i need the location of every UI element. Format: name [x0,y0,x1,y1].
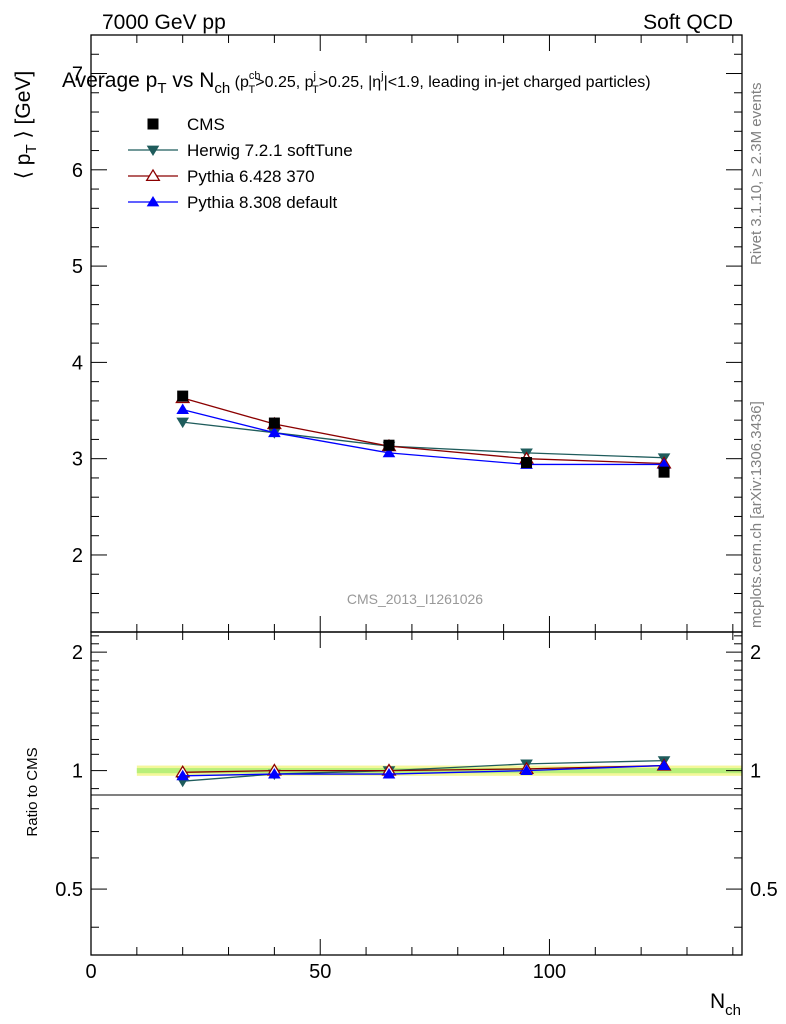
ratio-point-pythia-8-308-default [520,764,533,776]
legend: CMS Herwig 7.2.1 softTune Pythia 6.428 370… [128,115,353,212]
legend-marker-pythia-6-428-370 [145,168,161,182]
ratio-y-tick-label-left: 0.5 [55,879,83,901]
ratio-y-tick-label-right: 1 [750,761,761,783]
main-point-pythia-8-308-default [176,403,190,414]
rivet-label: Rivet 3.1.10, ≥ 2.3M events [748,83,765,266]
ratio-y-tick-label-left: 1 [72,761,83,783]
ratio-y-ticks: 0.5 0.5 1 1 2 2 [55,635,778,928]
legend-marker-cms [147,118,159,130]
chart-title: Average pT vs Nch (pch T>0.25, pj T>0.25, … [62,69,651,97]
main-plot-area: 2 3 4 5 6 7 [72,34,743,633]
main-y-tick-label: 7 [72,64,83,86]
x-tick-labels: 0 50 100 [85,961,566,983]
legend-marker-pythia-8-308-default [146,195,160,207]
ratio-point-pythia-8-308-default [268,768,281,779]
main-point-cms [177,390,189,402]
x-tick-label: 50 [309,961,331,983]
legend-label-pythia-8-308-default: Pythia 8.308 default [187,193,338,212]
ratio-series [175,756,672,788]
main-y-tick-label: 4 [72,352,83,374]
main-y-ticks: 2 3 4 5 6 7 [72,34,742,633]
main-y-tick-label: 3 [72,449,83,471]
mcplots-label: mcplots.cern.ch [arXiv:1306.3436] [748,401,765,628]
main-point-pythia-8-308-default [382,446,396,458]
ratio-point-pythia-8-308-default [176,769,190,781]
main-point-cms [658,466,670,478]
main-point-cms [521,457,533,469]
ratio-y-tick-label-right: 2 [750,642,761,664]
ratio-uncertainty-band [136,765,742,776]
ratio-y-tick-label-left: 2 [72,642,83,664]
ratio-y-axis-label: Ratio to CMS [24,747,41,836]
main-point-pythia-8-308-default [657,458,671,469]
header-right: Soft QCD [643,11,733,34]
ratio-x-ticks [90,632,734,955]
legend-marker-herwig-7-2-1-softtune [146,145,160,157]
main-x-ticks [90,35,734,632]
main-series [175,390,672,478]
ratio-plot-area: 0.5 0.5 1 1 2 2 [55,631,778,956]
legend-label-herwig-7-2-1-softtune: Herwig 7.2.1 softTune [187,141,353,160]
x-axis-label: Nch [710,990,741,1019]
ratio-point-pythia-8-308-default [382,768,396,779]
main-point-cms [268,417,280,429]
ratio-point-pythia-8-308-default [657,759,671,770]
ratio-y-tick-label-right: 0.5 [750,879,778,901]
y-axis-label: ⟨ pT ⟩ [GeV] [12,71,40,179]
main-point-cms [383,439,395,451]
x-tick-label: 0 [85,961,96,983]
main-y-tick-label: 6 [72,160,83,182]
main-point-pythia-8-308-default [268,426,281,438]
x-tick-label: 100 [533,961,566,983]
main-y-tick-label: 5 [72,256,83,278]
legend-label-pythia-6-428-370: Pythia 6.428 370 [187,167,315,186]
header-left: 7000 GeV pp [102,11,226,34]
main-y-tick-label: 2 [72,545,83,567]
main-line-pythia-8-308-default [182,408,665,466]
analysis-watermark: CMS_2013_I1261026 [347,591,483,607]
main-point-herwig-7-2-1-softtune [176,417,190,429]
legend-label-cms: CMS [187,115,225,134]
ratio-frame [90,631,743,956]
